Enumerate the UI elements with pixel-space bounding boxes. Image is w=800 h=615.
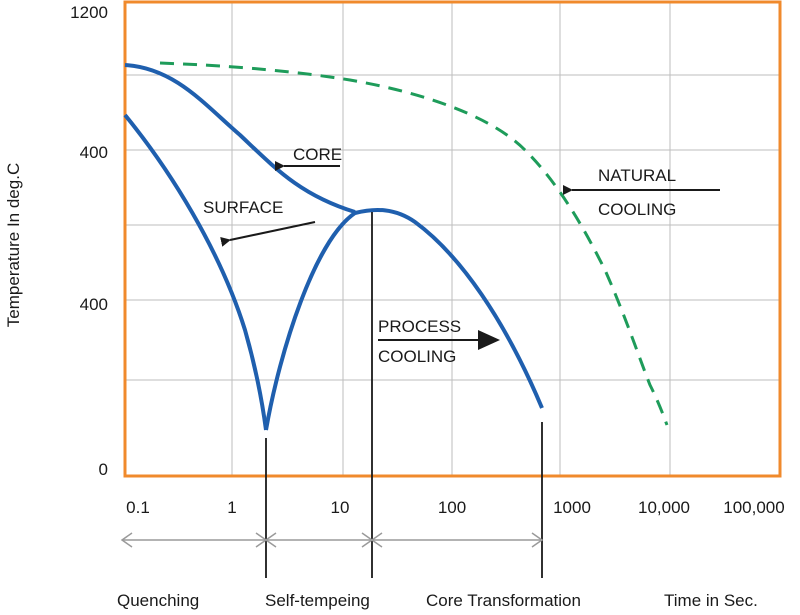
x-tick-label: 10 (331, 498, 350, 517)
x-tick-label: 1000 (553, 498, 591, 517)
annotation-natural: NATURAL (598, 166, 676, 185)
process-cooling-curve (264, 208, 544, 431)
x-tick-label: 1 (227, 498, 236, 517)
phase-span-arrows (120, 532, 544, 548)
annotation-surface: SURFACE (203, 198, 283, 217)
annotation-process: PROCESS (378, 317, 461, 336)
x-tick-label: 0.1 (126, 498, 150, 517)
x-axis-label: Time in Sec. (664, 591, 758, 610)
grid-lines (125, 2, 780, 476)
y-tick-label: 1200 (70, 3, 108, 22)
plot-frame (123, 0, 782, 478)
natural-cooling-curve (159, 61, 669, 426)
annotation-core: CORE (293, 145, 342, 164)
annotation-natural-cooling: COOLING (598, 200, 676, 219)
core-curve (124, 63, 356, 214)
surface-curve (123, 113, 268, 431)
phase-label-quenching: Quenching (117, 591, 199, 610)
annotation-process-cooling: COOLING (378, 347, 456, 366)
y-tick-label: 0 (99, 460, 108, 479)
x-tick-label: 100 (438, 498, 466, 517)
x-tick-label: 100,000 (723, 498, 784, 517)
y-tick-label: 400 (80, 143, 108, 162)
surface-arrow (220, 221, 316, 247)
phase-label-self-tempering: Self-tempeing (265, 591, 370, 610)
y-tick-label: 400 (80, 295, 108, 314)
process-cooling-arrowhead (478, 330, 500, 350)
y-axis-label: Temperature In deg.C (4, 163, 23, 327)
phase-label-core-transformation: Core Transformation (426, 591, 581, 610)
x-tick-label: 10,000 (638, 498, 690, 517)
